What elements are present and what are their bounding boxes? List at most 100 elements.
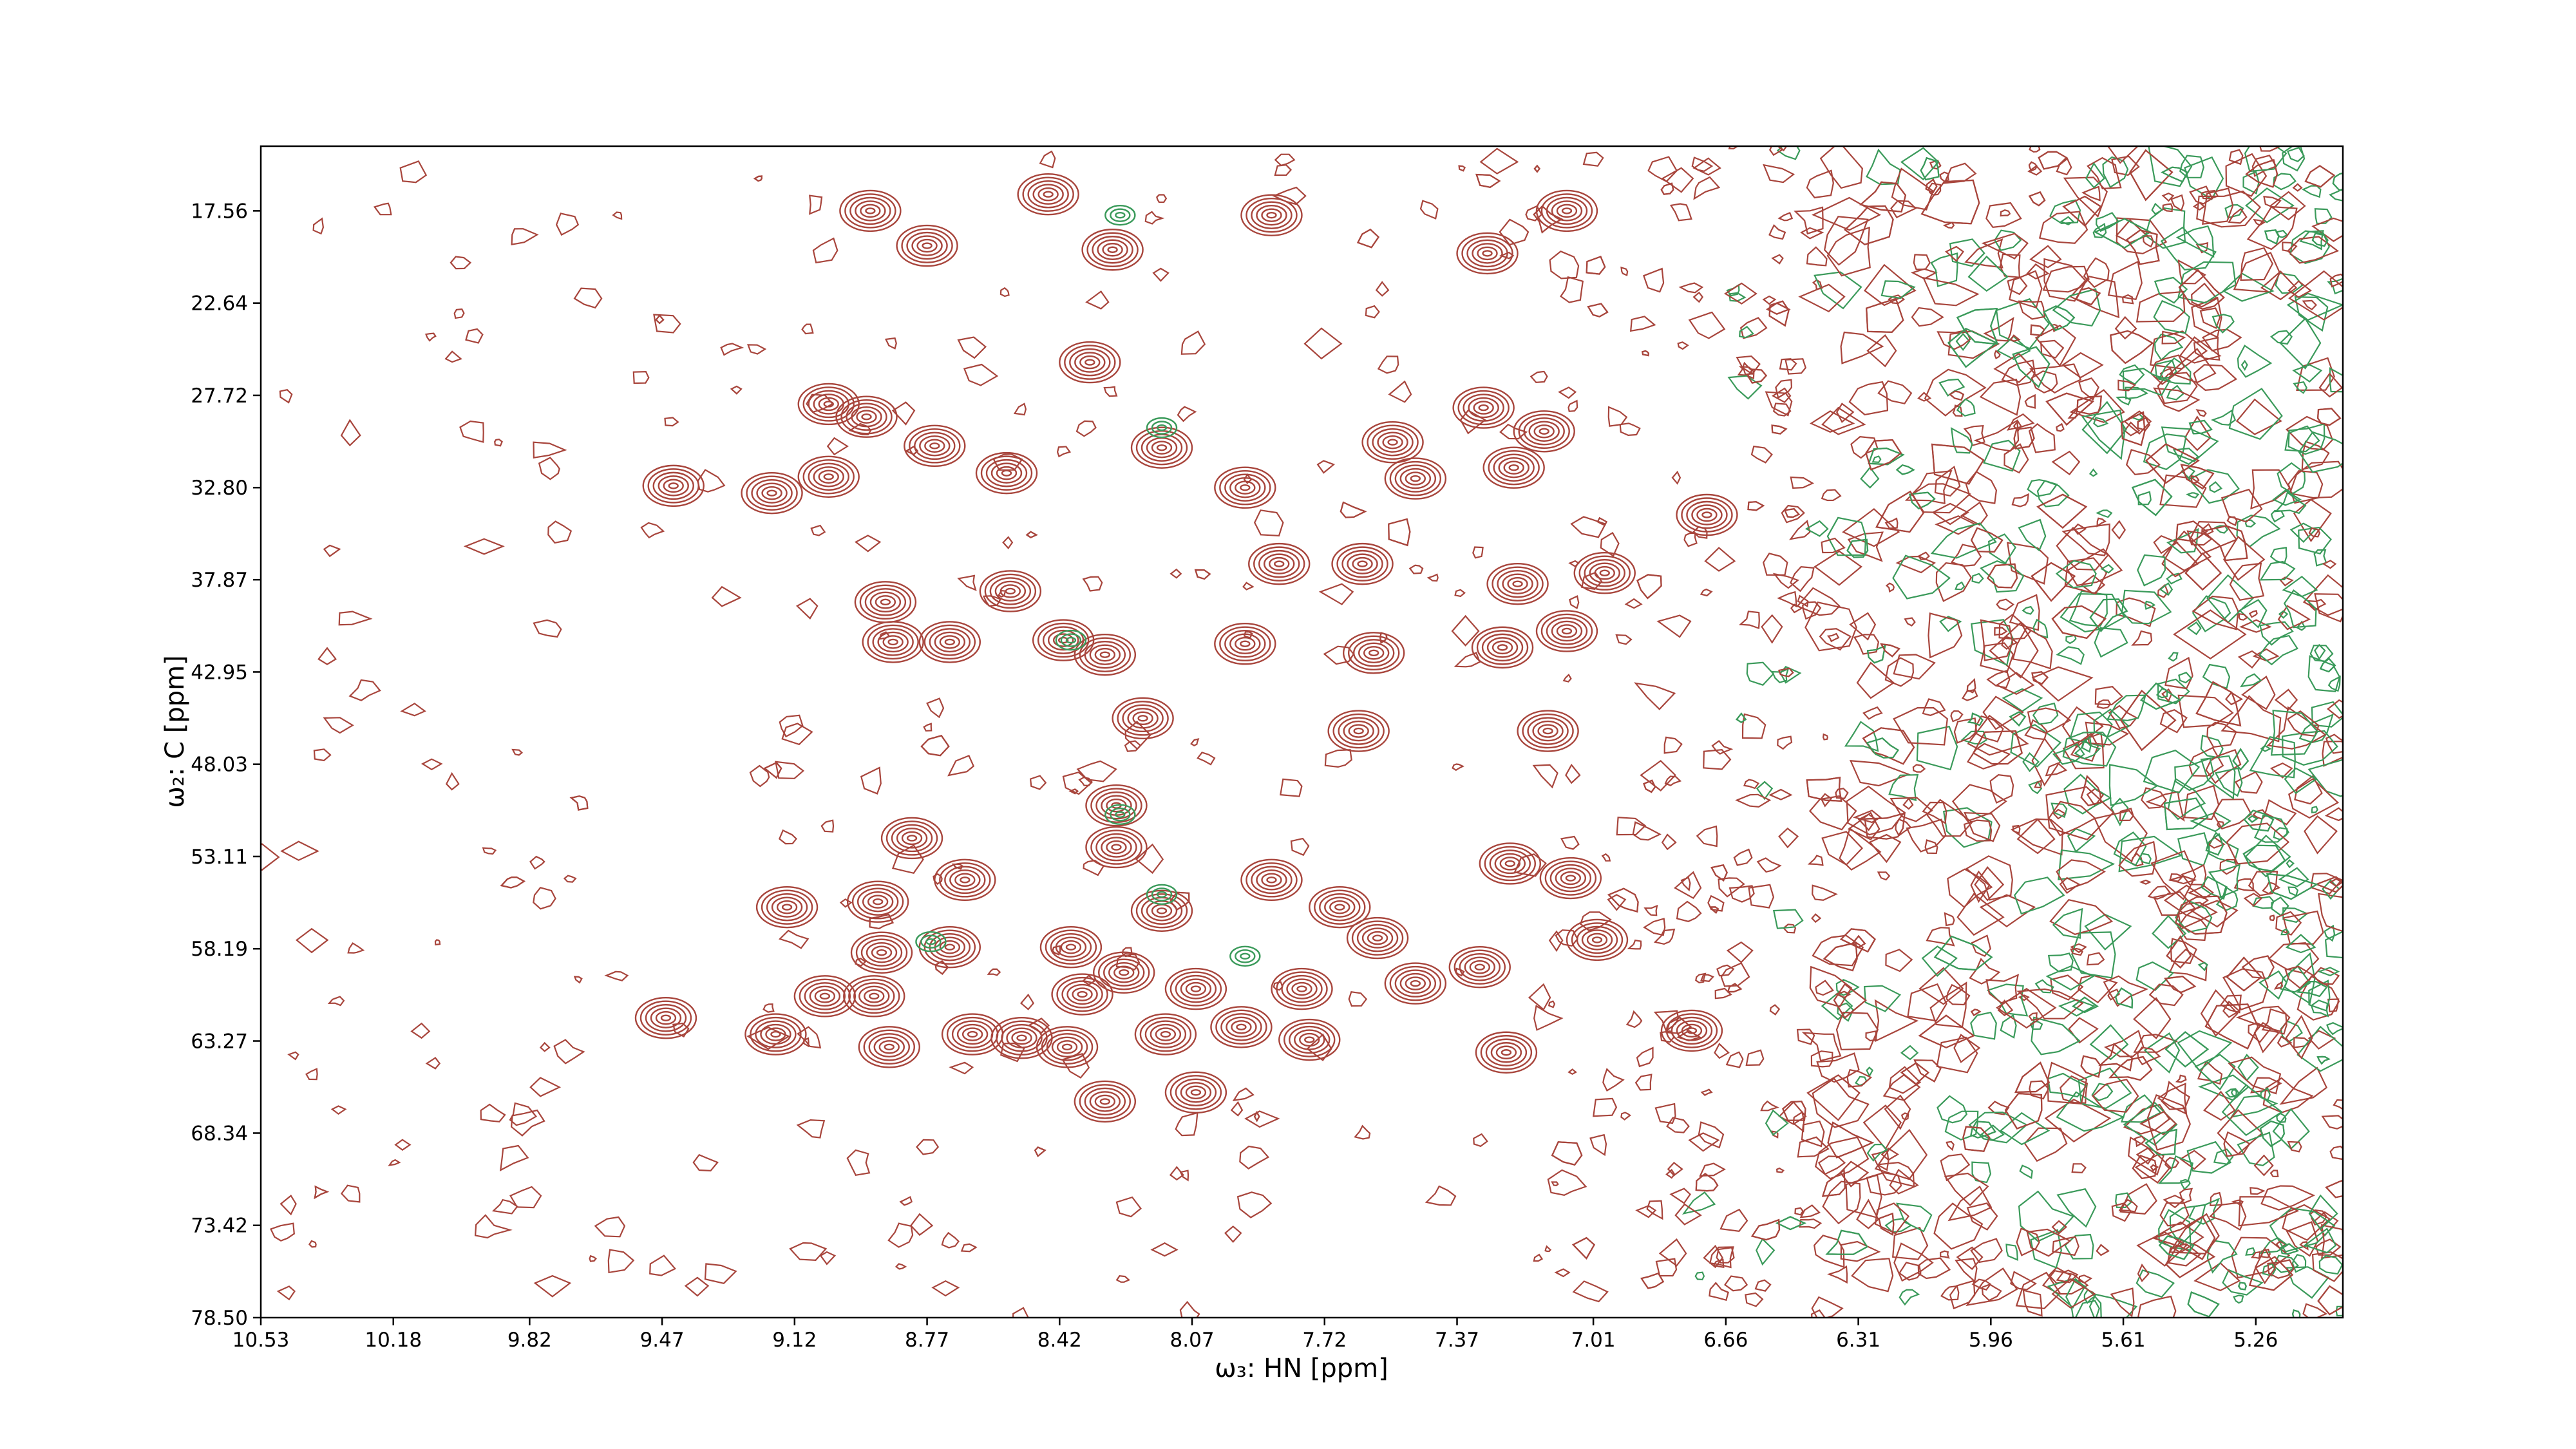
noise-contour — [2188, 469, 2240, 504]
noise-contour — [1949, 390, 1965, 401]
noise-contour — [2009, 334, 2021, 342]
noise-contour — [1025, 531, 1038, 538]
noise-contour — [425, 1057, 441, 1070]
contour-ring — [994, 580, 1027, 602]
noise-contour — [1078, 776, 1093, 787]
contour-ring — [668, 482, 679, 489]
contour-ring — [1384, 457, 1447, 500]
noise-contour — [1982, 696, 2025, 730]
noise-contour — [2034, 979, 2054, 994]
contour-ring — [989, 577, 1032, 605]
contour-ring — [1289, 1025, 1331, 1054]
noise-contour — [796, 1119, 826, 1139]
contour-ring — [867, 895, 889, 909]
noise-contour — [2325, 1179, 2343, 1198]
noise-contour — [1996, 335, 2031, 360]
contour-ring — [1037, 187, 1059, 202]
contour-ring — [1546, 617, 1588, 645]
noise-contour — [1714, 987, 1732, 999]
contour-ring — [860, 938, 903, 967]
noise-contour — [2221, 1084, 2283, 1137]
x-tick-label: 8.42 — [1037, 1329, 1082, 1352]
noise-contour — [2201, 328, 2242, 352]
noise-contour — [1082, 576, 1103, 592]
noise-contour — [1533, 205, 1564, 234]
noise-contour — [810, 524, 826, 536]
contour-ring — [839, 189, 902, 232]
noise-contour — [1956, 307, 1999, 345]
noise-contour — [1533, 1005, 1564, 1031]
noise-contour — [1822, 1180, 1861, 1225]
noise-contour — [2042, 265, 2090, 293]
noise-contour — [1809, 965, 1853, 1008]
noise-contour — [2081, 401, 2127, 455]
noise-contour — [1966, 743, 2011, 770]
noise-contour — [2292, 364, 2323, 383]
peak — [904, 424, 966, 468]
noise-contour — [2179, 155, 2204, 178]
noise-contour — [2317, 1285, 2343, 1316]
noise-contour — [1956, 893, 2005, 936]
noise-contour — [2184, 552, 2222, 591]
noise-contour — [957, 336, 987, 359]
noise-contour — [2169, 873, 2184, 882]
contour-ring — [1518, 413, 1570, 449]
noise-contour — [1826, 632, 1840, 643]
noise-contour — [1616, 817, 1647, 836]
noise-contour — [1922, 276, 1980, 307]
noise-contour — [711, 585, 742, 607]
noise-contour — [1949, 1280, 1976, 1310]
noise-contour — [1846, 538, 1869, 558]
noise-contour — [295, 927, 329, 954]
peak — [1660, 1009, 1723, 1052]
noise-contour — [2061, 523, 2110, 556]
peak — [755, 886, 819, 929]
contour-ring — [1591, 936, 1603, 943]
noise-contour — [1775, 1216, 1806, 1231]
noise-contour — [1655, 1258, 1678, 1277]
contour-ring — [1283, 1022, 1336, 1057]
noise-contour — [1771, 424, 1788, 435]
noise-contour — [2248, 610, 2258, 618]
contour-ring — [906, 835, 918, 842]
noise-contour — [1877, 380, 1913, 404]
noise-contour — [2029, 1080, 2050, 1100]
noise-contour — [2302, 299, 2318, 310]
noise-contour — [1884, 1094, 1911, 1130]
noise-contour — [1571, 1236, 1596, 1260]
noise-contour — [1763, 164, 1795, 184]
contour-ring — [864, 989, 885, 1003]
noise-contour — [1917, 1257, 1951, 1280]
noise-contour — [2228, 149, 2244, 166]
contour-ring — [1452, 386, 1515, 429]
noise-contour — [1850, 436, 1879, 459]
noise-contour — [2076, 395, 2102, 415]
noise-contour — [2282, 1204, 2331, 1242]
noise-contour — [2119, 808, 2134, 822]
noise-contour — [2324, 924, 2336, 942]
noise-contour — [2092, 223, 2107, 239]
noise-contour — [775, 761, 805, 779]
noise-contour — [1940, 1250, 1950, 1259]
noise-contour — [1917, 551, 1931, 560]
noise-contour — [2083, 257, 2110, 289]
noise-contour — [2314, 593, 2343, 623]
noise-contour — [1790, 476, 1814, 489]
noise-contour — [1871, 455, 1882, 463]
contour-ring — [859, 584, 912, 620]
noise-contour — [2071, 1163, 2087, 1174]
noise-contour — [1971, 1161, 1992, 1184]
noise-contour — [280, 840, 319, 861]
contour-ring — [1001, 1023, 1043, 1052]
noise-contour — [2158, 1235, 2195, 1260]
contour-ring — [939, 940, 961, 954]
x-tick-label: 5.96 — [1969, 1329, 2013, 1352]
noise-contour — [753, 175, 762, 182]
noise-contour — [1236, 1191, 1273, 1218]
noise-contour — [2125, 449, 2161, 475]
noise-contour — [2081, 735, 2092, 753]
noise-contour — [1711, 740, 1734, 755]
contour-ring — [813, 466, 844, 488]
noise-contour — [1115, 952, 1141, 971]
contour-ring — [914, 431, 956, 460]
